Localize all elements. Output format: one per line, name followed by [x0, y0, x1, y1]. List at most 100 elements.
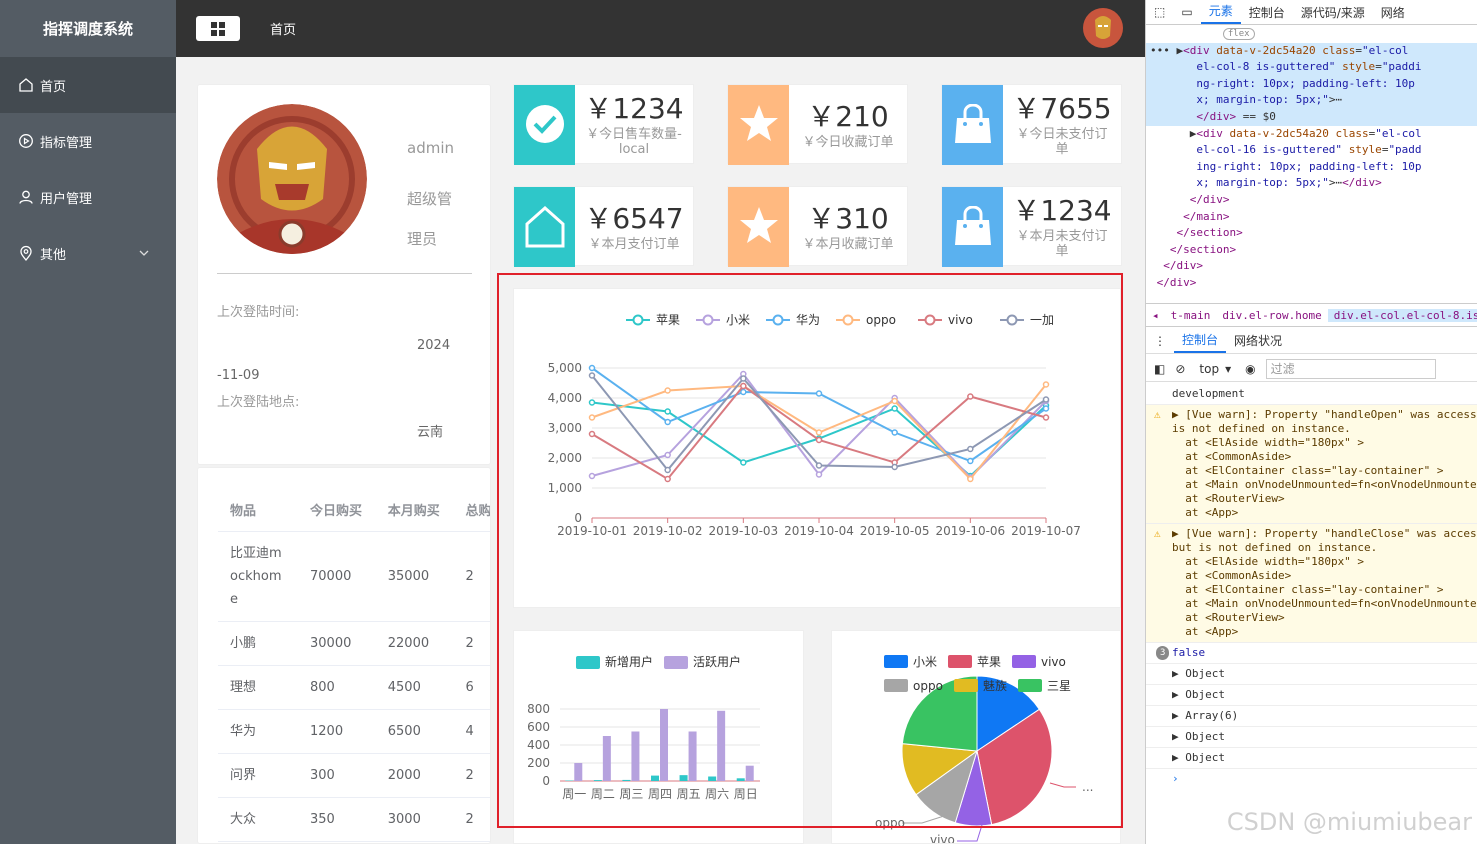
- tab-sources[interactable]: 源代码/来源: [1300, 5, 1365, 20]
- more-icon[interactable]: ⋮: [1154, 333, 1166, 348]
- legend-label: oppo: [913, 679, 943, 693]
- sidebar-item-users[interactable]: 用户管理: [0, 169, 176, 225]
- data-point: [664, 418, 671, 426]
- tab-console-drawer[interactable]: 控制台: [1174, 329, 1227, 353]
- table-cell: 2: [453, 797, 490, 842]
- legend-swatch: [884, 679, 908, 692]
- tab-network[interactable]: 网络: [1380, 5, 1405, 20]
- user-card: admin 超级管理员 上次登陆时间: 2024-11-09 上次登陆地点: 云…: [197, 84, 491, 465]
- data-point: [815, 429, 823, 436]
- stat-label: ￥今日收藏订单: [802, 134, 894, 150]
- data-point: [664, 387, 671, 394]
- menu-toggle-button[interactable]: [196, 16, 240, 41]
- console-object[interactable]: ▶ Array(6): [1146, 706, 1477, 727]
- dom-tree[interactable]: flex ••• ▶<div data-v-2dc54a20 class="el…: [1146, 25, 1477, 303]
- chevron-down-icon[interactable]: ▾: [1225, 361, 1232, 376]
- legend-swatch: [1018, 679, 1042, 692]
- crumb-arrow-icon[interactable]: ◂: [1152, 308, 1159, 322]
- last-login-place-label: 上次登陆地点:: [217, 395, 300, 410]
- device-toggle-icon[interactable]: ▭: [1181, 5, 1193, 19]
- data-point: [1042, 396, 1050, 403]
- tab-network-conditions[interactable]: 网络状况: [1234, 334, 1283, 348]
- table-header[interactable]: 今日购买: [298, 488, 376, 532]
- eye-icon[interactable]: ◉: [1245, 361, 1256, 376]
- header: 首页: [176, 0, 1145, 57]
- y-tick-label: 5,000: [548, 361, 582, 375]
- data-point: [588, 364, 596, 372]
- crumb-item[interactable]: div.el-col.el-col-8.is-guttered: [1327, 308, 1477, 322]
- legend-swatch: [576, 656, 600, 669]
- tab-elements[interactable]: 元素: [1200, 0, 1241, 24]
- data-point: [1042, 381, 1050, 388]
- bar-chart: 0 200 400 600 800 周一 周二 周三 周四 周五 周六 周日 新增用户 活跃用户: [527, 654, 760, 801]
- stat-text: ￥6547 ￥本月支付订单: [575, 187, 693, 265]
- sidebar-item-home[interactable]: 首页: [0, 57, 176, 113]
- legend-swatch: [664, 656, 688, 669]
- data-point: [588, 430, 596, 438]
- console-object[interactable]: ▶ Object: [1146, 727, 1477, 748]
- console-warning[interactable]: ⚠ ▶ [Vue warn]: Property "handleClose" wa…: [1146, 524, 1477, 643]
- table-cell: 4500: [375, 665, 454, 710]
- y-tick-label: 1,000: [548, 481, 582, 495]
- clear-console-icon[interactable]: ⊘: [1175, 361, 1186, 376]
- sidebar-item-label: 首页: [40, 79, 67, 95]
- warning-icon: ⚠: [1154, 408, 1161, 421]
- pie-slice: [976, 675, 1041, 752]
- breadcrumb[interactable]: 首页: [270, 23, 297, 38]
- purchase-table-card: 物品今日购买本月购买总购买 比亚迪mockhome70000350002小鹏30…: [197, 467, 491, 844]
- stat-label: ￥本月收藏订单: [802, 236, 894, 252]
- console-object[interactable]: ▶ Object: [1146, 664, 1477, 685]
- crumb-item[interactable]: t-main: [1170, 308, 1211, 322]
- user-role: 超级管理员: [407, 190, 453, 248]
- stat-card: ￥210 ￥今日收藏订单: [727, 84, 908, 165]
- console-warning[interactable]: ⚠ ▶ [Vue warn]: Property "handleOpen" was…: [1146, 405, 1477, 524]
- console-toolbar: ◧ ⊘ top ▾ ◉ 过滤: [1146, 356, 1477, 382]
- data-point: [740, 459, 747, 466]
- table-header[interactable]: 物品: [218, 488, 298, 532]
- check-circle-icon: [525, 105, 564, 143]
- bar: [593, 780, 602, 781]
- sidebar-item-label: 指标管理: [40, 135, 93, 151]
- sidebar-item-metrics[interactable]: 指标管理: [0, 113, 176, 169]
- sidebar-item-other[interactable]: 其他: [0, 225, 176, 281]
- stat-label: ￥本月未支付订单: [1016, 229, 1108, 259]
- legend-label: vivo: [948, 313, 973, 327]
- pie-chart: 小米 苹果 vivo oppo 魅族 三星 oppo vivo...: [875, 655, 1093, 843]
- console-prompt[interactable]: ›: [1172, 772, 1179, 785]
- header-avatar[interactable]: [1083, 8, 1123, 48]
- sidebar-toggle-icon[interactable]: ◧: [1154, 361, 1166, 376]
- context-select[interactable]: top: [1199, 361, 1220, 376]
- data-point: [967, 475, 974, 483]
- filter-input[interactable]: 过滤: [1265, 358, 1436, 379]
- table-header[interactable]: 总购买: [453, 488, 490, 532]
- legend-label: 华为: [796, 313, 820, 327]
- stat-icon-box: [514, 187, 575, 267]
- stat-value: ￥7655: [1012, 92, 1112, 125]
- app-window: 指挥调度系统 首页 指标管理 用户管理 其他 首页: [0, 0, 1145, 844]
- legend-swatch: [948, 655, 972, 668]
- data-point: [664, 408, 671, 415]
- console-object[interactable]: ▶ Object: [1146, 685, 1477, 706]
- data-point: [740, 382, 747, 390]
- bar: [660, 709, 668, 781]
- legend-label: 小米: [913, 655, 937, 669]
- bar: [602, 736, 611, 781]
- table-row: 比亚迪mockhome 70000 35000 2: [218, 531, 490, 622]
- label-line: [902, 815, 945, 824]
- label-line: [957, 824, 983, 842]
- inspect-icon[interactable]: ⬚: [1154, 5, 1166, 19]
- home-icon: [525, 206, 564, 248]
- table-cell: 2000: [375, 753, 454, 798]
- crumb-item[interactable]: div.el-row.home: [1222, 308, 1322, 322]
- tab-console[interactable]: 控制台: [1248, 5, 1285, 20]
- console-object[interactable]: ▶ Object: [1146, 748, 1477, 769]
- data-point: [588, 372, 596, 379]
- pie-chart-card: 小米 苹果 vivo oppo 魅族 三星 oppo vivo...: [831, 630, 1121, 844]
- legend-label: 苹果: [656, 313, 680, 327]
- chevron-down-icon: [139, 250, 149, 256]
- data-point: [815, 462, 823, 469]
- table-header[interactable]: 本月购买: [375, 488, 454, 532]
- data-point: [815, 436, 823, 444]
- bar: [622, 779, 631, 781]
- data-point: [1042, 405, 1050, 412]
